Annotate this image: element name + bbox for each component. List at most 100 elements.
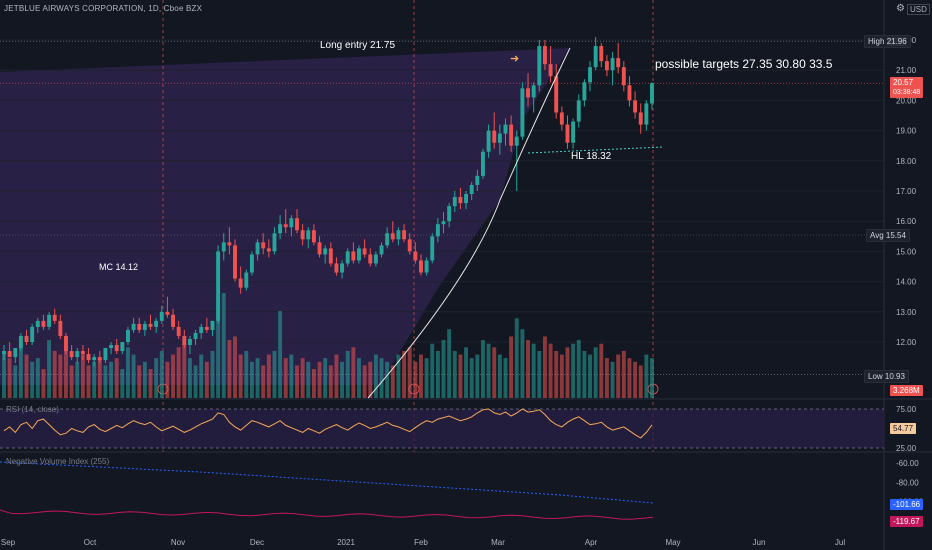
candle-body — [47, 314, 52, 327]
candle-body — [221, 242, 226, 252]
volume-bar — [531, 343, 536, 398]
candle-body — [75, 351, 80, 358]
volume-bar — [69, 365, 74, 398]
candle-body — [193, 332, 198, 339]
price-tick-label: 21.00 — [896, 66, 917, 75]
volume-bar — [47, 340, 52, 398]
nvi-blue-tag: -101.66 — [890, 499, 924, 510]
candle-body — [249, 254, 254, 273]
volume-bar — [542, 336, 547, 398]
candle-body — [542, 46, 547, 65]
volume-bar — [103, 365, 108, 398]
candle-body — [520, 88, 525, 137]
candle-body — [261, 242, 266, 249]
volume-bar — [142, 361, 147, 398]
candle-body — [92, 357, 97, 361]
candle-body — [621, 67, 626, 86]
candle-body — [345, 251, 350, 264]
candle-body — [18, 335, 23, 349]
volume-bar — [311, 369, 316, 398]
candle-body — [159, 311, 164, 321]
candle-body — [385, 233, 390, 246]
price-tick-label: 16.00 — [896, 217, 917, 226]
volume-bar — [283, 358, 288, 398]
candle-body — [430, 236, 435, 261]
volume-bar — [548, 343, 553, 398]
candle-body — [604, 61, 609, 71]
candle-body — [30, 326, 35, 342]
volume-bar — [559, 354, 564, 398]
volume-bar — [503, 358, 508, 398]
volume-bar — [424, 358, 429, 398]
volume-bar — [373, 354, 378, 398]
long-entry-annotation: Long entry 21.75 — [320, 40, 396, 51]
volume-bar — [182, 343, 187, 398]
candle-body — [509, 124, 514, 146]
currency-badge[interactable]: USD — [907, 4, 930, 15]
candle-body — [582, 82, 587, 101]
price-tick-label: 14.00 — [896, 278, 917, 287]
time-tick-label: Oct — [84, 538, 97, 547]
candle-body — [464, 194, 469, 204]
volume-bar — [24, 354, 29, 398]
candle-body — [402, 230, 407, 240]
hl-annotation: HL 18.32 — [571, 151, 612, 162]
time-tick-label: 2021 — [337, 538, 355, 547]
volume-bar — [109, 361, 114, 398]
volume-bar — [52, 350, 57, 398]
volume-bar — [486, 343, 491, 398]
candle-body — [627, 85, 632, 101]
candle-body — [576, 100, 581, 122]
candle-body — [599, 46, 604, 62]
volume-bar — [221, 293, 226, 398]
volume-bar — [345, 350, 350, 398]
volume-bar — [526, 340, 530, 398]
volume-bar — [435, 350, 440, 398]
volume-bar — [616, 354, 621, 398]
candle-body — [255, 242, 260, 255]
volume-bar — [233, 336, 237, 398]
volume-bar — [582, 350, 587, 398]
volume-bar — [390, 365, 395, 398]
candle-body — [413, 251, 418, 261]
candle-body — [407, 239, 412, 252]
volume-bar — [300, 358, 305, 398]
volume-bar — [92, 361, 97, 398]
volume-bar — [13, 365, 18, 398]
volume-bar — [537, 350, 542, 398]
volume-bar — [554, 350, 559, 398]
candle-body — [379, 245, 384, 255]
time-tick-label: Feb — [414, 538, 428, 547]
candle-body — [272, 233, 277, 252]
candle-body — [373, 254, 378, 264]
volume-bar — [148, 369, 153, 398]
candle-body — [13, 348, 18, 358]
candle-body — [481, 151, 485, 176]
volume-bar — [447, 329, 452, 398]
volume-bar — [216, 303, 221, 398]
time-tick-label: Dec — [250, 538, 264, 547]
candle-body — [435, 224, 440, 237]
candle-body — [419, 260, 423, 273]
candle-body — [52, 314, 57, 321]
volume-bar — [357, 358, 361, 398]
volume-bar — [227, 340, 232, 398]
candle-body — [638, 112, 643, 125]
candle-body — [176, 326, 181, 336]
volume-bar — [210, 350, 215, 398]
candle-body — [126, 329, 130, 342]
volume-bar — [514, 318, 519, 398]
high-tag: High 21.96 — [864, 35, 911, 48]
candle-body — [503, 124, 508, 134]
volume-bar — [204, 361, 209, 398]
volume-bar — [272, 350, 277, 398]
settings-icon[interactable]: ⚙ — [896, 3, 905, 14]
candle-body — [295, 218, 299, 231]
candle-body — [362, 248, 367, 255]
volume-bar — [362, 365, 367, 398]
candle-body — [300, 230, 305, 240]
volume-bar — [323, 358, 328, 398]
candle-body — [424, 260, 429, 273]
candle-body — [187, 338, 192, 346]
candle-body — [340, 263, 345, 273]
